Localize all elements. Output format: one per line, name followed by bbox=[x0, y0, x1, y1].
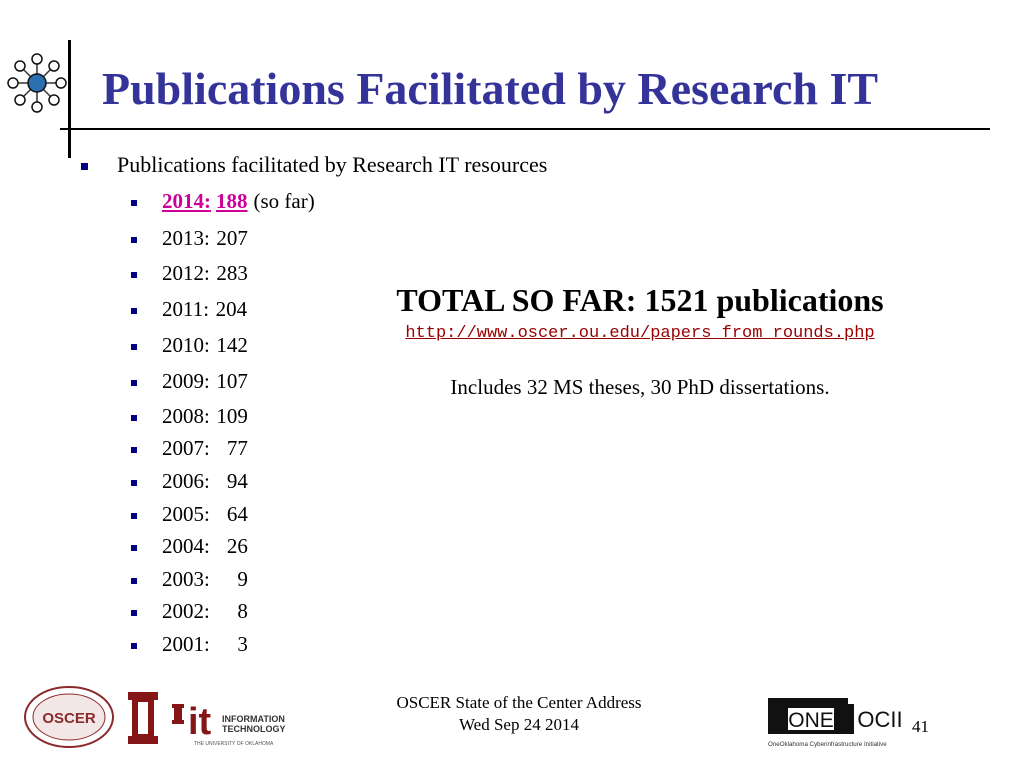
year-label: 2013: bbox=[162, 226, 210, 250]
year-bullet-marker bbox=[131, 643, 137, 649]
oneocii-logo: ONE OCII OneOklahoma Cyberinfrastructure… bbox=[768, 698, 903, 748]
oscer-seal-logo: OSCER bbox=[24, 686, 114, 748]
total-publications: TOTAL SO FAR: 1521 publications bbox=[396, 282, 884, 318]
slide-title: Publications Facilitated by Research IT bbox=[102, 63, 879, 114]
year-bullet-marker bbox=[131, 200, 137, 206]
publication-count: 283 bbox=[216, 261, 248, 285]
page-number: 41 bbox=[912, 717, 929, 736]
publication-count: 64 bbox=[226, 502, 248, 526]
papers-link[interactable]: http://www.oscer.ou.edu/papers_from_roun… bbox=[405, 324, 875, 343]
publication-count: 107 bbox=[216, 369, 248, 393]
title-vertical-rule bbox=[68, 40, 71, 158]
year-item: 2002: 8 bbox=[162, 599, 248, 624]
publication-count: 8 bbox=[237, 599, 248, 623]
it-logo-line2: TECHNOLOGY bbox=[222, 724, 286, 734]
svg-text:it: it bbox=[188, 701, 212, 743]
footer-line-2: Wed Sep 24 2014 bbox=[459, 715, 579, 734]
it-logo: it INFORMATION TECHNOLOGY THE UNIVERSITY… bbox=[172, 701, 286, 747]
year-item: 2012: 283 bbox=[162, 261, 248, 286]
year-item: 2013: 207 bbox=[162, 226, 248, 251]
oneocii-one-text: ONE bbox=[788, 709, 834, 732]
year-label: 2003: bbox=[162, 567, 210, 591]
year-bullet-marker bbox=[131, 447, 137, 453]
footer-line-1: OSCER State of the Center Address bbox=[396, 693, 642, 712]
publication-count: 26 bbox=[226, 534, 248, 558]
ou-logo bbox=[128, 692, 158, 744]
title-horizontal-rule bbox=[60, 128, 990, 130]
publication-count: 204 bbox=[215, 297, 248, 321]
year-bullet-marker bbox=[131, 480, 137, 486]
publication-count: 109 bbox=[216, 404, 248, 428]
year-bullet-marker bbox=[131, 610, 137, 616]
publication-count: 94 bbox=[226, 469, 248, 493]
year-label: 2002: bbox=[162, 599, 210, 623]
year-item: 2003: 9 bbox=[162, 567, 248, 592]
publication-count: 142 bbox=[216, 333, 248, 357]
it-logo-line3: THE UNIVERSITY OF OKLAHOMA bbox=[194, 741, 274, 747]
year-label: 2001: bbox=[162, 632, 210, 656]
oneocii-caption: OneOklahoma Cyberinfrastructure Initiati… bbox=[768, 741, 887, 748]
year-note: (so far) bbox=[253, 189, 315, 213]
year-label: 2005: bbox=[162, 502, 210, 526]
year-label: 2006: bbox=[162, 469, 210, 493]
oscer-seal-text: OSCER bbox=[42, 710, 96, 727]
year-bullet-marker bbox=[131, 513, 137, 519]
year-bullet-marker bbox=[131, 237, 137, 243]
oneocii-ocii-text: OCII bbox=[857, 707, 902, 732]
year-item: 2004: 26 bbox=[162, 534, 248, 559]
theses-dissertations-note: Includes 32 MS theses, 30 PhD dissertati… bbox=[450, 375, 830, 399]
year-bullet-marker bbox=[131, 578, 137, 584]
publication-count: 188 bbox=[216, 189, 248, 213]
year-item: 2006: 94 bbox=[162, 469, 248, 494]
publication-count: 3 bbox=[237, 632, 248, 656]
it-logo-line1: INFORMATION bbox=[222, 714, 285, 724]
year-label: 2010: bbox=[162, 333, 210, 357]
year-item: 2001: 3 bbox=[162, 632, 248, 657]
year-bullet-marker bbox=[131, 272, 137, 278]
year-item: 2014: 188 (so far) bbox=[162, 189, 315, 214]
publication-count: 207 bbox=[216, 226, 248, 250]
footer-caption: OSCER State of the Center Address Wed Se… bbox=[360, 692, 678, 736]
year-item: 2009: 107 bbox=[162, 369, 248, 394]
year-label: 2004: bbox=[162, 534, 210, 558]
year-bullet-marker bbox=[131, 380, 137, 386]
year-bullet-marker bbox=[131, 545, 137, 551]
year-item: 2007: 77 bbox=[162, 436, 248, 461]
publication-count: 9 bbox=[237, 567, 248, 591]
year-bullet-marker bbox=[131, 415, 137, 421]
year-label: 2014: bbox=[162, 189, 211, 213]
year-label: 2009: bbox=[162, 369, 210, 393]
year-item: 2011: 204 bbox=[162, 297, 247, 322]
year-label: 2007: bbox=[162, 436, 210, 460]
year-bullet-marker bbox=[131, 308, 137, 314]
network-hub-icon bbox=[7, 53, 67, 113]
year-label: 2012: bbox=[162, 261, 210, 285]
publication-count: 77 bbox=[226, 436, 248, 460]
year-item: 2010: 142 bbox=[162, 333, 248, 358]
bullet-marker bbox=[81, 163, 88, 170]
year-item: 2008: 109 bbox=[162, 404, 248, 429]
year-label: 2008: bbox=[162, 404, 210, 428]
year-bullet-marker bbox=[131, 344, 137, 350]
main-bullet-text: Publications facilitated by Research IT … bbox=[117, 152, 548, 177]
year-label: 2011: bbox=[162, 297, 210, 321]
year-item: 2005: 64 bbox=[162, 502, 248, 527]
